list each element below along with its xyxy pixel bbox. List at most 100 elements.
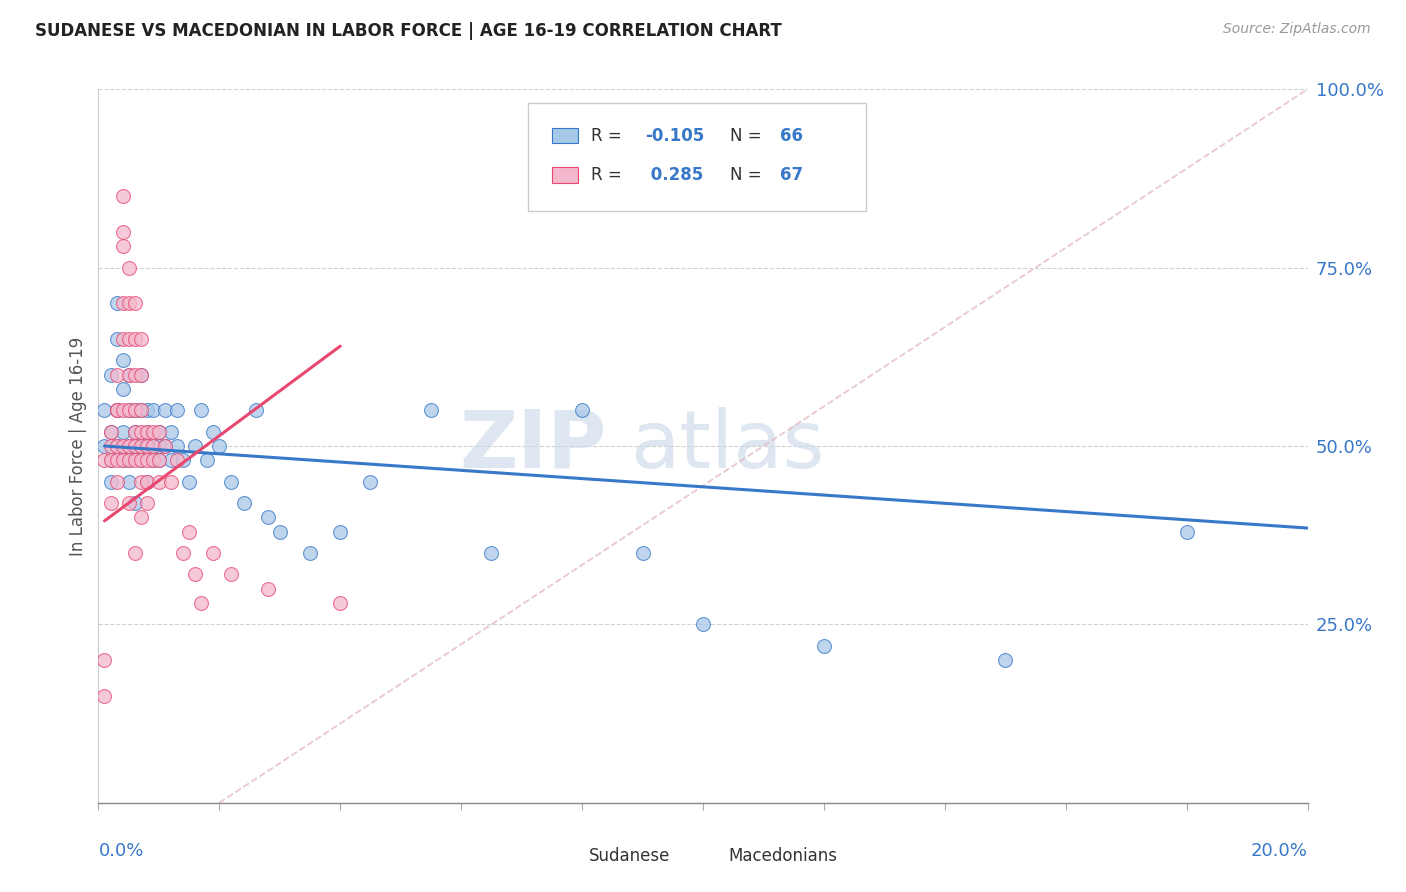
Point: [118, 260, 141, 275]
Point: [135, 425, 157, 439]
Point: [179, 475, 201, 489]
Point: [129, 332, 152, 346]
Point: [299, 546, 322, 560]
Point: [256, 510, 278, 524]
Point: [142, 439, 165, 453]
Point: [179, 524, 201, 539]
Text: R =: R =: [591, 166, 627, 184]
Bar: [558, 849, 585, 865]
Point: [111, 353, 134, 368]
Point: [93, 653, 115, 667]
Point: [160, 453, 183, 467]
Point: [221, 567, 243, 582]
Point: [692, 617, 714, 632]
Text: -0.105: -0.105: [645, 127, 704, 145]
Point: [153, 439, 176, 453]
Point: [160, 475, 183, 489]
Point: [124, 403, 146, 417]
Point: [111, 332, 134, 346]
Bar: [553, 167, 578, 183]
Point: [208, 439, 231, 453]
Point: [135, 425, 157, 439]
Point: [105, 453, 128, 467]
Text: Macedonians: Macedonians: [728, 847, 838, 865]
Point: [129, 425, 152, 439]
Point: [111, 439, 134, 453]
Point: [118, 453, 141, 467]
Point: [360, 475, 382, 489]
Point: [100, 475, 122, 489]
Point: [105, 403, 128, 417]
Point: [142, 453, 165, 467]
Point: [124, 425, 146, 439]
Point: [631, 546, 654, 560]
Point: [100, 453, 122, 467]
Point: [129, 439, 152, 453]
Point: [118, 453, 141, 467]
Point: [118, 368, 141, 382]
Point: [166, 453, 188, 467]
Point: [153, 403, 176, 417]
Point: [105, 296, 128, 310]
Text: Sudanese: Sudanese: [589, 847, 671, 865]
Point: [142, 425, 165, 439]
Text: 0.285: 0.285: [645, 166, 703, 184]
Point: [142, 439, 165, 453]
Point: [105, 475, 128, 489]
Point: [111, 453, 134, 467]
Point: [148, 453, 170, 467]
Point: [420, 403, 443, 417]
Point: [166, 439, 188, 453]
Point: [129, 475, 152, 489]
Point: [129, 368, 152, 382]
Point: [148, 425, 170, 439]
Point: [93, 439, 115, 453]
Point: [129, 510, 152, 524]
Point: [135, 403, 157, 417]
Point: [118, 296, 141, 310]
Point: [124, 496, 146, 510]
Point: [190, 403, 212, 417]
Point: [329, 596, 352, 610]
Point: [124, 368, 146, 382]
Point: [135, 439, 157, 453]
Point: [100, 453, 122, 467]
Point: [118, 332, 141, 346]
Point: [100, 368, 122, 382]
Point: [245, 403, 267, 417]
Point: [111, 296, 134, 310]
Point: [135, 475, 157, 489]
Text: SUDANESE VS MACEDONIAN IN LABOR FORCE | AGE 16-19 CORRELATION CHART: SUDANESE VS MACEDONIAN IN LABOR FORCE | …: [35, 22, 782, 40]
Point: [129, 439, 152, 453]
Point: [105, 439, 128, 453]
Point: [202, 546, 225, 560]
Point: [105, 403, 128, 417]
Point: [148, 439, 170, 453]
Point: [93, 403, 115, 417]
Point: [118, 439, 141, 453]
Point: [111, 239, 134, 253]
Point: [118, 475, 141, 489]
Point: [100, 425, 122, 439]
Point: [148, 425, 170, 439]
Y-axis label: In Labor Force | Age 16-19: In Labor Force | Age 16-19: [69, 336, 87, 556]
Point: [172, 546, 194, 560]
Point: [105, 439, 128, 453]
Point: [124, 439, 146, 453]
Point: [124, 546, 146, 560]
Point: [142, 453, 165, 467]
Point: [105, 403, 128, 417]
Point: [124, 439, 146, 453]
Text: R =: R =: [591, 127, 627, 145]
Point: [111, 189, 134, 203]
Point: [118, 403, 141, 417]
Text: 66: 66: [780, 127, 803, 145]
Point: [202, 425, 225, 439]
Text: ZIP: ZIP: [458, 407, 606, 485]
Bar: [553, 128, 578, 144]
Text: 20.0%: 20.0%: [1251, 842, 1308, 860]
Point: [184, 567, 207, 582]
Point: [129, 453, 152, 467]
Point: [135, 453, 157, 467]
Point: [148, 453, 170, 467]
